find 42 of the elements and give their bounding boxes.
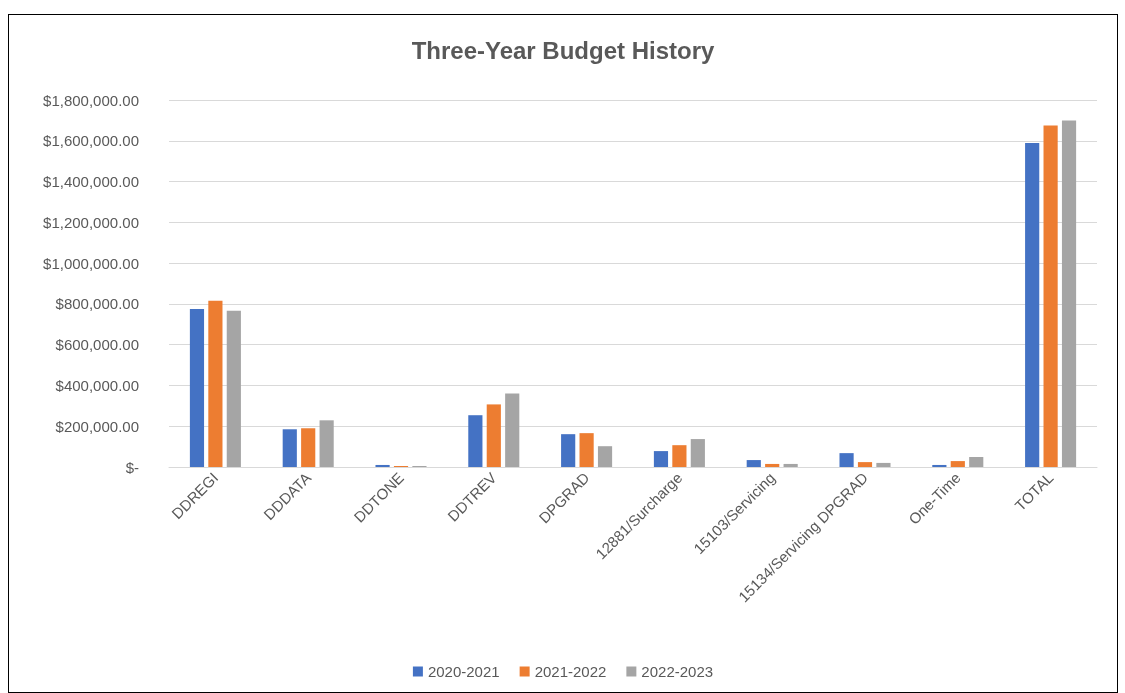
bar (1043, 125, 1058, 467)
y-tick-label: $1,000,000.00 (43, 254, 139, 272)
bar (1061, 120, 1077, 467)
bar (189, 308, 205, 467)
y-tick-label: $600,000.00 (55, 336, 139, 354)
chart-title: Three-Year Budget History (411, 36, 716, 64)
bar (208, 300, 223, 467)
y-tick-label: $1,800,000.00 (43, 91, 139, 109)
bar (653, 451, 669, 467)
bar (765, 463, 780, 467)
y-tick-label: $400,000.00 (55, 376, 139, 394)
bar (839, 453, 854, 467)
bar (969, 457, 984, 467)
bar (468, 415, 483, 467)
bar (561, 434, 576, 467)
bar (950, 461, 965, 467)
bar (857, 462, 873, 467)
legend-label: 2020-2021 (427, 663, 500, 680)
bar (301, 428, 316, 467)
y-tick-label: $200,000.00 (55, 417, 139, 435)
bar (226, 310, 241, 467)
bar (1025, 143, 1040, 467)
bar (672, 445, 687, 467)
legend-label: 2022-2023 (641, 663, 714, 680)
bar (486, 404, 501, 467)
y-tick-label: $1,400,000.00 (43, 173, 139, 191)
legend-label: 2021-2022 (534, 663, 607, 680)
bar (932, 464, 947, 467)
bar (282, 429, 297, 467)
y-tick-label: $1,200,000.00 (43, 213, 139, 231)
y-tick-label: $- (125, 458, 139, 476)
bar (319, 420, 334, 467)
bar (597, 446, 613, 467)
bar (579, 433, 594, 467)
bar (876, 462, 891, 467)
bar (505, 393, 520, 467)
bar (783, 463, 798, 467)
bar (375, 464, 390, 467)
y-tick-label: $1,600,000.00 (43, 132, 139, 150)
y-tick-label: $800,000.00 (55, 295, 139, 313)
bar (690, 439, 705, 467)
bar (746, 460, 761, 467)
